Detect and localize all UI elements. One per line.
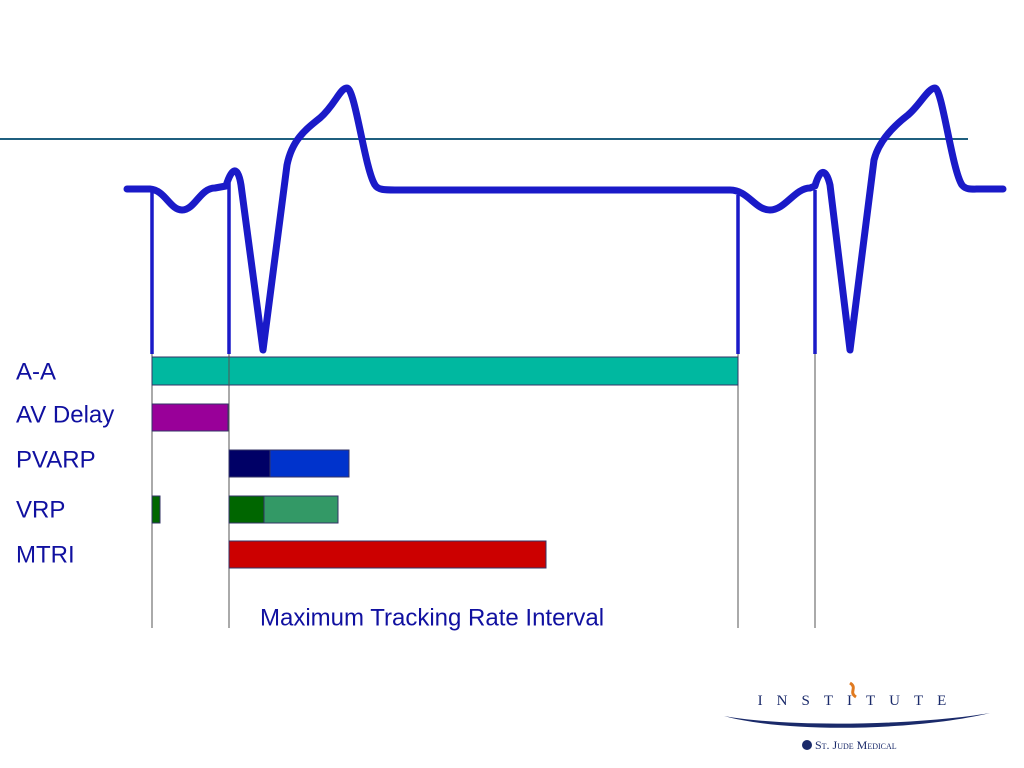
pvarp-bar [269,449,350,478]
row-label: MTRI [16,541,75,568]
logo-emblem [802,740,812,750]
vrp-blank-bar [228,495,265,524]
vrp-bar [263,495,339,524]
logo-swoosh [724,713,990,728]
logo-flame [849,681,857,699]
av-delay-bar [151,403,229,432]
row-label: PVARP [16,446,96,473]
markers [150,183,817,628]
pvarp-blank-bar [228,449,271,478]
ecg-waveform [123,84,1007,354]
mtri-bar [228,540,547,569]
logo-name: Institute [758,693,961,709]
row-label: VRP [16,496,65,523]
logo: Institute St. Jude Medical [724,681,990,752]
vrp-atrial-bar [151,495,161,524]
caption: Maximum Tracking Rate Interval [260,604,604,631]
row-label: AV Delay [16,401,114,428]
row-label: A-A [16,358,56,385]
aa-bar [151,356,739,386]
logo-company: St. Jude Medical [815,738,897,752]
timing-bars [151,356,739,569]
